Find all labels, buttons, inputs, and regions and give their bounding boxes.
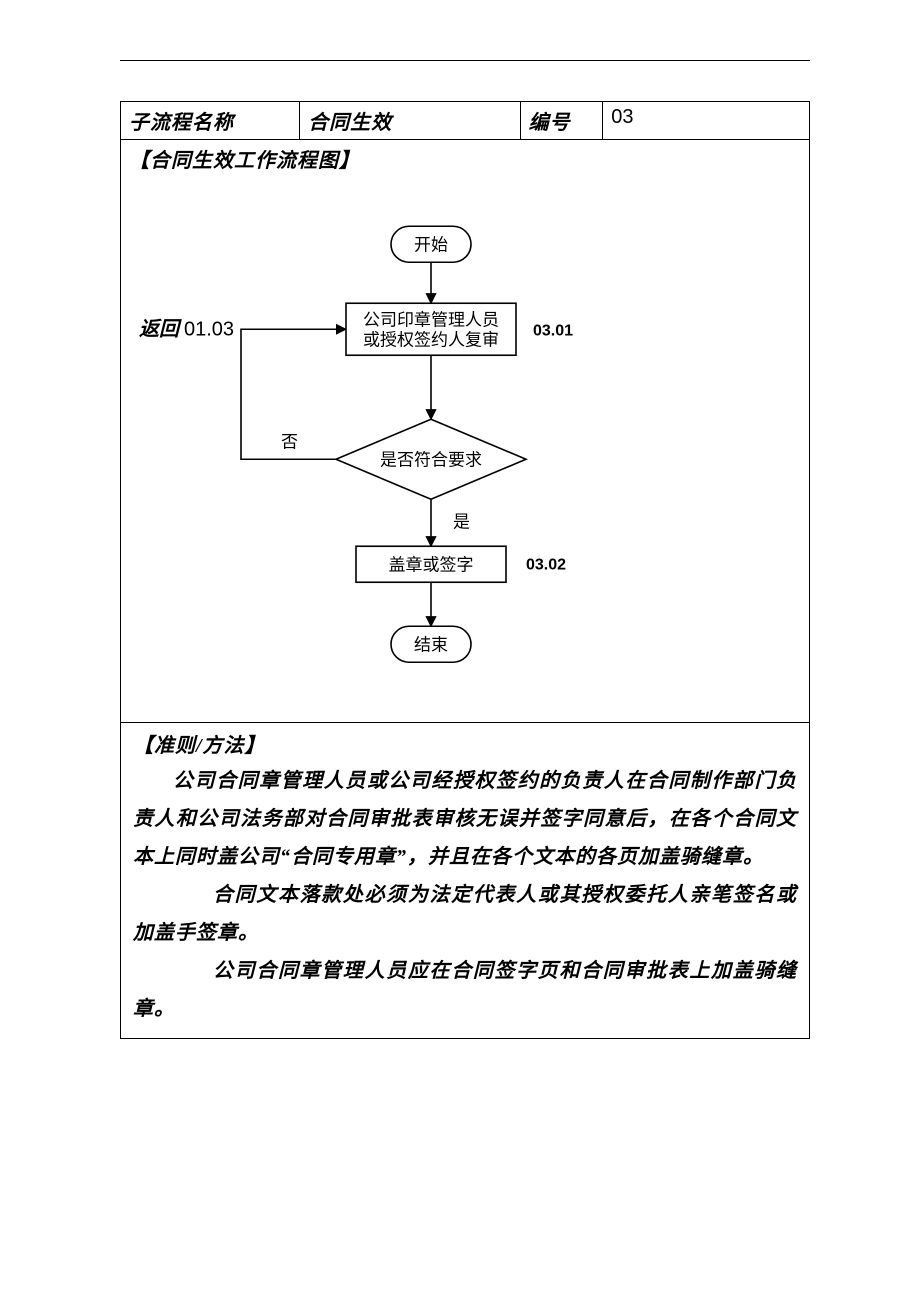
- flowchart-section-title: 【合同生效工作流程图】: [129, 144, 801, 173]
- guidelines-paragraph: 公司合同章管理人员应在合同签字页和合同审批表上加盖骑缝章。: [133, 952, 797, 1028]
- guidelines-body: 公司合同章管理人员或公司经授权签约的负责人在合同制作部门负责人和公司法务部对合同…: [133, 762, 797, 1028]
- guidelines-cell: 【准则/方法】 公司合同章管理人员或公司经授权签约的负责人在合同制作部门负责人和…: [121, 722, 810, 1038]
- header-code-value: 03: [611, 106, 633, 128]
- header-name-value-cell: 合同生效: [300, 102, 520, 140]
- header-name-label: 子流程名称: [129, 112, 234, 134]
- header-code-value-cell: 03: [603, 102, 810, 140]
- guidelines-title: 【准则/方法】: [133, 729, 797, 758]
- flow-annotation-return: 返回 01.03: [139, 318, 234, 340]
- header-name-value: 合同生效: [308, 112, 392, 134]
- header-code-label-cell: 编号: [520, 102, 603, 140]
- flow-edge-label: 否: [281, 432, 298, 451]
- flow-annotation-code: 03.02: [526, 556, 566, 573]
- flow-node-label: 开始: [414, 235, 448, 254]
- flow-node-label: 或授权签约人复审: [363, 330, 499, 349]
- header-code-label: 编号: [529, 112, 571, 134]
- document-table: 子流程名称 合同生效 编号 03 【合同生效工作流程图】 是 否 开始公司印章管理人…: [120, 101, 810, 1039]
- flow-node-label: 公司印章管理人员: [363, 310, 499, 329]
- guidelines-paragraph: 公司合同章管理人员或公司经授权签约的负责人在合同制作部门负责人和公司法务部对合同…: [133, 762, 797, 876]
- page-top-rule: [120, 60, 810, 61]
- flowchart-cell: 是 否 开始公司印章管理人员或授权签约人复审是否符合要求盖章或签字结束 返回 01.0…: [121, 177, 810, 722]
- flow-node-label: 结束: [414, 635, 448, 654]
- guidelines-paragraph: 合同文本落款处必须为法定代表人或其授权委托人亲笔签名或加盖手签章。: [133, 876, 797, 952]
- flow-node-label: 盖章或签字: [389, 555, 474, 574]
- flow-node-label: 是否符合要求: [380, 450, 482, 469]
- flow-annotation-code: 03.01: [533, 322, 573, 339]
- header-name-label-cell: 子流程名称: [121, 102, 300, 140]
- header-row: 子流程名称 合同生效 编号 03: [121, 102, 810, 140]
- flow-edge-label: 是: [453, 512, 470, 531]
- flowchart-svg: 是 否 开始公司印章管理人员或授权签约人复审是否符合要求盖章或签字结束 返回 01.0…: [121, 177, 809, 722]
- flowchart-title-cell: 【合同生效工作流程图】: [121, 140, 810, 178]
